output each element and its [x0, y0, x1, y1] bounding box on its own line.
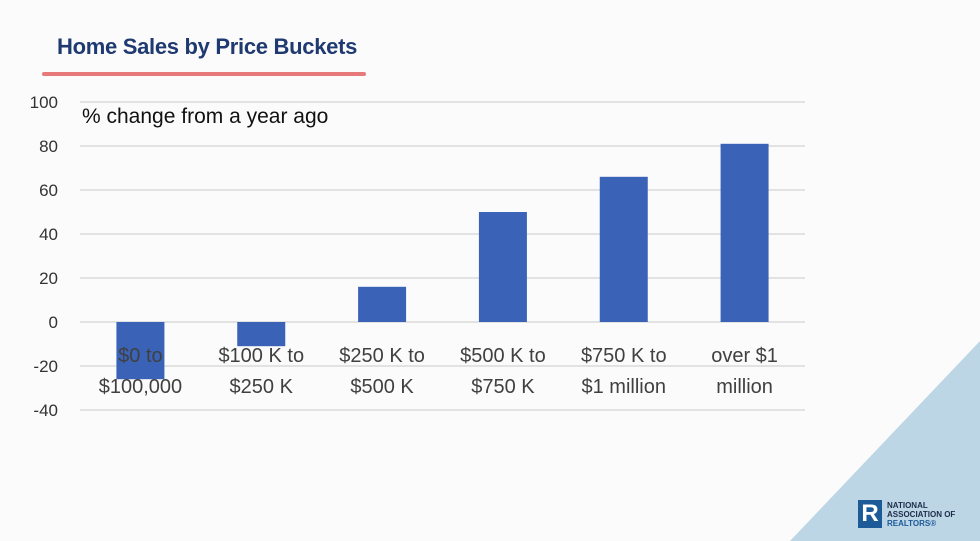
- bar: [599, 176, 648, 322]
- realtor-r-icon: R: [858, 500, 882, 528]
- x-category-label: million: [716, 376, 773, 398]
- x-category-label: $500 K to: [460, 345, 546, 367]
- bar: [116, 322, 165, 380]
- x-category-label: $750 K: [471, 376, 535, 398]
- title-underline: [42, 72, 366, 76]
- y-tick-label: -40: [33, 401, 58, 420]
- bar: [358, 286, 407, 322]
- y-tick-label: 20: [39, 269, 58, 288]
- decorative-triangle: [790, 341, 980, 541]
- bar: [478, 212, 527, 322]
- x-category-label: $0 to: [118, 345, 162, 367]
- y-tick-label: 40: [39, 225, 58, 244]
- x-category-label: over $1: [711, 345, 778, 367]
- nar-logo: R NATIONAL ASSOCIATION OF REALTORS®: [858, 500, 955, 528]
- x-category-label: $500 K: [350, 376, 414, 398]
- y-tick-label: 0: [49, 313, 58, 332]
- y-tick-label: 60: [39, 181, 58, 200]
- y-tick-label: 100: [30, 93, 58, 112]
- chart-annotation: % change from a year ago: [82, 105, 328, 128]
- x-category-label: $250 K to: [339, 345, 425, 367]
- x-category-label: $100 K to: [218, 345, 304, 367]
- x-category-label: $750 K to: [581, 345, 667, 367]
- y-tick-label: -20: [33, 357, 58, 376]
- x-category-label: $250 K: [230, 376, 294, 398]
- y-tick-label: 80: [39, 137, 58, 156]
- bar: [237, 322, 286, 347]
- slide-title: Home Sales by Price Buckets: [57, 34, 358, 59]
- bar: [720, 143, 769, 322]
- x-category-label: $100,000: [99, 376, 182, 398]
- x-category-label: $1 million: [582, 376, 666, 398]
